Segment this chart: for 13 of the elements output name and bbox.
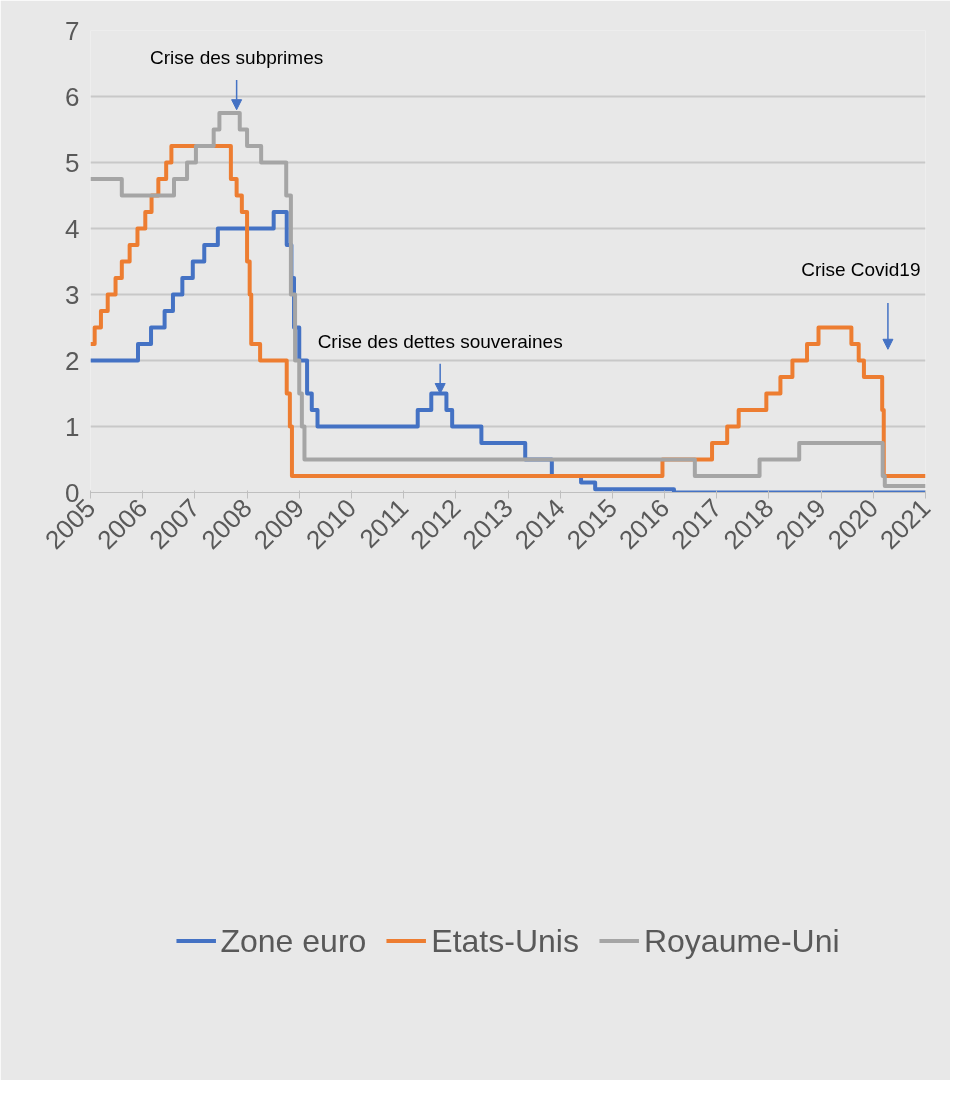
legend-label: Royaume-Uni bbox=[643, 922, 840, 960]
annotation: Crise Covid19 bbox=[801, 258, 921, 280]
y-tick-label: 4 bbox=[65, 213, 80, 244]
y-tick-label: 1 bbox=[65, 411, 80, 442]
y-tick-label: 6 bbox=[65, 81, 80, 112]
legend-label: Etats-Unis bbox=[431, 922, 579, 960]
y-tick-label: 7 bbox=[65, 15, 80, 46]
y-tick-label: 5 bbox=[65, 147, 80, 178]
y-tick-label: 3 bbox=[65, 279, 80, 310]
legend-label: Zone euro bbox=[220, 922, 367, 960]
y-tick-label: 2 bbox=[65, 345, 80, 376]
annotation: Crise des subprimes bbox=[150, 47, 324, 68]
annotation: Crise des dettes souveraines bbox=[317, 330, 563, 352]
